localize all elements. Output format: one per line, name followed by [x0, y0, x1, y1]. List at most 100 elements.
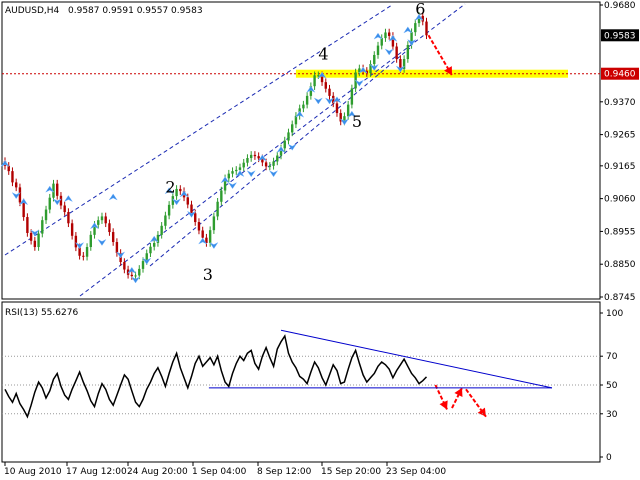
time-tick-label: 23 Sep 04:00: [386, 467, 446, 477]
candle-body: [14, 182, 18, 188]
candle-body: [194, 213, 197, 223]
fractal-down-arrow: [384, 48, 394, 56]
wave-label: 3: [203, 265, 213, 284]
fractal-up-arrow: [149, 235, 159, 243]
rsi-forecast-arrow-1-head: [439, 400, 448, 410]
fractal-up-arrow: [347, 110, 357, 118]
candle-body: [373, 54, 376, 65]
fractal-down-arrow: [30, 229, 40, 237]
fractal-down-arrow: [74, 241, 85, 250]
candle-body: [365, 70, 369, 74]
fractal-down-arrow: [354, 79, 365, 87]
fractal-up-arrow: [108, 193, 118, 201]
candle-body: [257, 156, 260, 159]
candle-body: [37, 233, 40, 248]
support-zone: [2, 69, 600, 78]
current-price-tag: [601, 29, 639, 42]
fractal-up-arrow: [332, 96, 342, 104]
candle-body: [421, 15, 424, 22]
candle-body: [33, 240, 37, 248]
candle-body: [164, 215, 167, 226]
price-tick-label: 0.8955: [604, 227, 636, 237]
candle-body: [186, 197, 189, 205]
price-tick-label: 0.9165: [604, 162, 636, 172]
fractal-down-arrow: [268, 170, 279, 178]
candle-body: [130, 274, 134, 277]
candle-body: [52, 183, 55, 198]
candle-body: [414, 23, 417, 33]
time-axis: 10 Aug 2010 17 Aug 12:00 24 Aug 20:00 1 Sep…: [4, 462, 446, 477]
candle-body: [283, 140, 286, 149]
candle-body: [7, 165, 10, 172]
price-tick-label: 0.9583: [604, 31, 636, 41]
fractal-up-arrow: [388, 34, 398, 42]
candle-body: [216, 201, 219, 217]
fractal-down-arrow: [52, 198, 62, 206]
candle-body: [190, 204, 193, 214]
fractal-up-arrow: [18, 198, 29, 206]
candle-body: [287, 132, 290, 141]
candle-body: [85, 247, 89, 257]
candle-body: [238, 167, 242, 170]
candle-body: [29, 232, 33, 241]
candle-body: [402, 59, 406, 70]
candle-body: [93, 224, 96, 235]
candle-body: [276, 155, 279, 162]
rsi-panel: [1, 301, 601, 463]
candle-body: [253, 154, 257, 157]
candle-body: [387, 32, 391, 36]
candle-body: [242, 162, 245, 168]
candle-body: [56, 183, 59, 196]
fractal-up-arrow: [179, 190, 189, 198]
price-tick-label: 0.8850: [604, 260, 636, 270]
channel-lower-line: [79, 3, 466, 297]
price-channel: [4, 3, 466, 297]
candle-body: [123, 262, 126, 270]
candle-body: [111, 232, 115, 243]
fractal-up-arrow: [317, 71, 327, 79]
rsi-line: [4, 334, 428, 419]
candle-body: [156, 234, 160, 243]
candle-body: [134, 275, 137, 277]
candle-body: [294, 115, 298, 125]
fractal-up-arrow: [63, 195, 74, 203]
candle-body: [291, 124, 294, 133]
wave-label: 5: [352, 112, 362, 131]
candle-body: [425, 21, 428, 36]
candle-body: [171, 196, 175, 205]
fractal-up-arrow: [403, 26, 413, 34]
fractal-down-arrow: [171, 198, 182, 206]
candle-body: [264, 162, 268, 167]
candle-body: [82, 255, 85, 257]
fractal-down-arrow: [209, 241, 219, 250]
candle-body: [212, 216, 216, 231]
fractal-up-arrow: [276, 146, 286, 154]
wave-label: 6: [415, 0, 425, 18]
candle-body: [358, 68, 361, 73]
candle-body: [167, 204, 171, 216]
candle-body: [108, 223, 111, 233]
candle-body: [328, 88, 331, 96]
candle-body: [305, 95, 309, 105]
fractal-down-arrow: [395, 65, 406, 73]
fractal-down-arrow: [11, 191, 21, 200]
forecast-arrows: [427, 34, 487, 418]
price-forecast-arrow-head: [444, 66, 452, 76]
candle-body: [149, 246, 152, 254]
candle-body: [201, 230, 204, 238]
candle-body: [227, 173, 230, 179]
candle-body: [343, 116, 346, 122]
candle-body: [126, 269, 130, 275]
price-panel: [1, 1, 601, 300]
candle-body: [406, 44, 410, 60]
rsi-trend-line: [280, 329, 553, 389]
price-axis: 0.9680 0.9583 0.9460 0.9370 0.9265 0.9165 0.90…: [600, 1, 639, 303]
time-tick-label: 24 Aug 20:00: [127, 467, 188, 477]
candle-body: [97, 220, 100, 225]
candle-body: [369, 64, 372, 74]
time-tick-label: 15 Sep 20:00: [321, 467, 381, 477]
time-tick-label: 1 Sep 04:00: [192, 467, 247, 477]
price-tick-label: 0.9265: [604, 131, 636, 141]
candle-body: [26, 217, 29, 233]
